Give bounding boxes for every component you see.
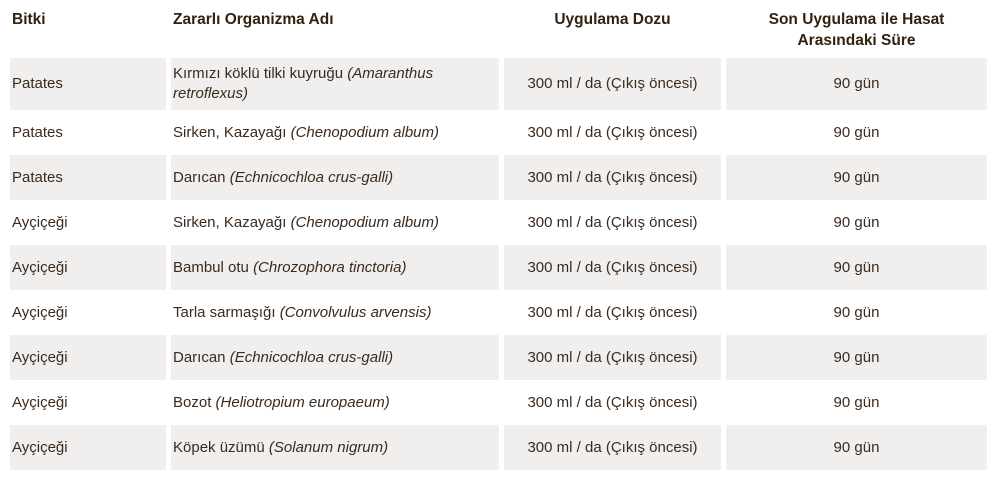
organism-latin-name: (Heliotropium europaeum) (215, 393, 390, 411)
plant-cell: Ayçiçeği (12, 213, 68, 231)
plant-cell: Patates (12, 123, 63, 141)
organism-latin-name: (Chenopodium album) (290, 123, 439, 141)
organism-name: Bozot (173, 393, 212, 411)
organism-name: Darıcan (173, 168, 226, 186)
dose-cell: 300 ml / da (Çıkış öncesi) (504, 335, 721, 380)
organism-latin-name: (Echnicochloa crus-galli) (229, 348, 394, 366)
period-cell: 90 gün (726, 245, 987, 290)
period-cell: 90 gün (833, 213, 880, 231)
header-cell-period: Son Uygulama ile Hasat Arasındaki Süre (726, 0, 987, 58)
dose-cell: 300 ml / da (Çıkış öncesi) (527, 213, 698, 231)
organism-name: Tarla sarmaşığı (173, 303, 276, 321)
table-row: Ayçiçeği Bambul otu (Chrozophora tinctori… (10, 245, 987, 290)
period-cell: 90 gün (833, 303, 880, 321)
dose-cell: 300 ml / da (Çıkış öncesi) (504, 425, 721, 470)
organism-cell: Darıcan (Echnicochloa crus-galli) (171, 335, 499, 380)
plant-cell: Ayçiçeği (10, 335, 166, 380)
dose-cell: 300 ml / da (Çıkış öncesi) (527, 123, 698, 141)
dose-cell: 300 ml / da (Çıkış öncesi) (504, 58, 721, 110)
dose-cell: 300 ml / da (Çıkış öncesi) (527, 393, 698, 411)
table-row: Ayçiçeği Darıcan (Echnicochloa crus-galli… (10, 335, 987, 380)
dose-cell: 300 ml / da (Çıkış öncesi) (504, 155, 721, 200)
plant-cell: Ayçiçeği (12, 393, 68, 411)
plant-cell: Patates (10, 58, 166, 110)
period-cell: 90 gün (726, 58, 987, 110)
organism-cell: Darıcan (Echnicochloa crus-galli) (171, 155, 499, 200)
organism-latin-name: (Solanum nigrum) (268, 438, 389, 456)
organism-latin-name: (Echnicochloa crus-galli) (229, 168, 394, 186)
table-row: Patates Darıcan (Echnicochloa crus-galli)… (10, 155, 987, 200)
header-cell-organism: Zararlı Organizma Adı (171, 0, 499, 58)
table-row: Patates Sirken, Kazayağı (Chenopodium alb… (10, 110, 987, 155)
period-cell: 90 gün (726, 425, 987, 470)
plant-cell: Ayçiçeği (10, 245, 166, 290)
organism-latin-name: (Chenopodium album) (290, 213, 439, 231)
table-row: Ayçiçeği Tarla sarmaşığı (Convolvulus arv… (10, 290, 987, 335)
organism-latin-name: (Amaranthus retroflexus) (173, 65, 434, 102)
organism-latin-name: (Chrozophora tinctoria) (253, 258, 407, 276)
organism-cell: Bozot (Heliotropium europaeum) (171, 380, 499, 425)
organism-cell: Bambul otu (Chrozophora tinctoria) (171, 245, 499, 290)
table-row: Ayçiçeği Köpek üzümü (Solanum nigrum) 300… (10, 425, 987, 470)
plant-cell: Patates (10, 155, 166, 200)
period-cell: 90 gün (726, 335, 987, 380)
organism-name: Sirken, Kazayağı (173, 123, 287, 141)
organism-cell: Kırmızı köklü tilki kuyruğu (Amaranthus r… (171, 58, 499, 110)
organism-name: Bambul otu (173, 258, 249, 276)
organism-cell: Sirken, Kazayağı (Chenopodium album) (171, 200, 499, 245)
organism-name: Kırmızı köklü tilki kuyruğu (173, 65, 344, 82)
organism-cell: Köpek üzümü (Solanum nigrum) (171, 425, 499, 470)
organism-cell: Tarla sarmaşığı (Convolvulus arvensis) (171, 290, 499, 335)
organism-name: Köpek üzümü (173, 438, 265, 456)
table-row: Ayçiçeği Bozot (Heliotropium europaeum) 3… (10, 380, 987, 425)
header-cell-dose: Uygulama Dozu (504, 0, 721, 58)
plant-cell: Ayçiçeği (10, 425, 166, 470)
period-cell: 90 gün (833, 123, 880, 141)
table-row: Ayçiçeği Sirken, Kazayağı (Chenopodium al… (10, 200, 987, 245)
organism-name: Darıcan (173, 348, 226, 366)
dose-cell: 300 ml / da (Çıkış öncesi) (527, 303, 698, 321)
table-row: Patates Kırmızı köklü tilki kuyruğu (Amar… (10, 58, 987, 110)
period-cell: 90 gün (833, 393, 880, 411)
pesticide-usage-table: Bitki Zararlı Organizma Adı Uygulama Doz… (10, 0, 987, 470)
header-cell-plant: Bitki (10, 0, 166, 58)
organism-name: Sirken, Kazayağı (173, 213, 287, 231)
period-cell: 90 gün (726, 155, 987, 200)
table-header-row: Bitki Zararlı Organizma Adı Uygulama Doz… (10, 0, 987, 58)
plant-cell: Ayçiçeği (12, 303, 68, 321)
organism-cell: Sirken, Kazayağı (Chenopodium album) (171, 110, 499, 155)
organism-latin-name: (Convolvulus arvensis) (279, 303, 432, 321)
dose-cell: 300 ml / da (Çıkış öncesi) (504, 245, 721, 290)
